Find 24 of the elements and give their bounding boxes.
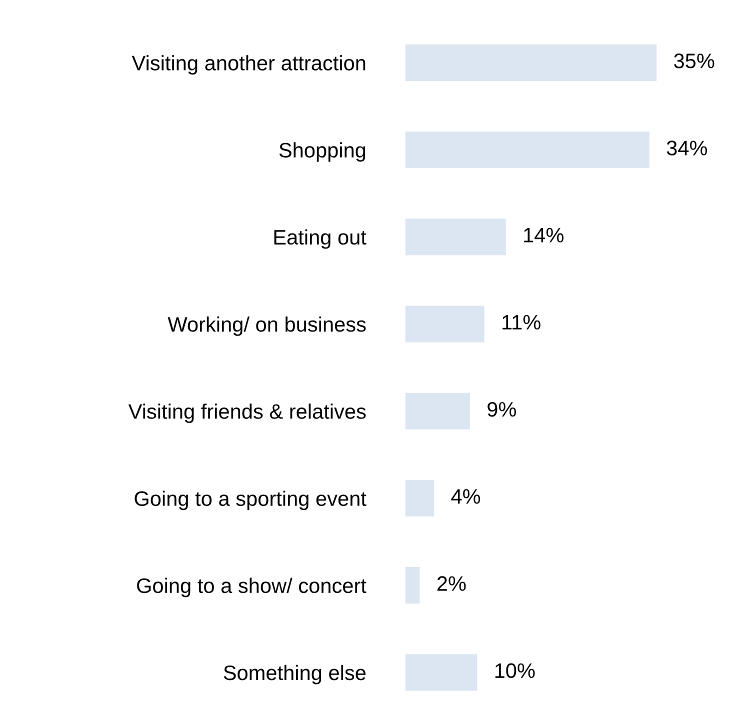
data-label: 4% [451, 489, 480, 504]
y-tick-label: Visiting another attraction [132, 55, 366, 75]
bar [405, 392, 470, 430]
bar [405, 654, 478, 691]
data-label: 9% [488, 402, 516, 417]
bar [405, 132, 650, 168]
data-label: 35% [674, 54, 714, 68]
data-label: 2% [437, 576, 466, 591]
y-tick-label: Visiting friends & relatives [128, 404, 366, 424]
y-tick-label: Shopping [279, 142, 366, 162]
y-tick-label: Going to a sporting event [134, 490, 366, 510]
bar [405, 480, 434, 517]
data-label: 34% [666, 140, 708, 156]
bar [405, 218, 506, 256]
y-tick-label: Eating out [274, 229, 366, 249]
y-tick-label: Something else [224, 664, 366, 684]
y-tick-label: Going to a show/ concert [137, 578, 366, 598]
data-label: 11% [502, 314, 540, 330]
bar [405, 44, 657, 82]
data-label: 14% [524, 228, 564, 242]
bar [405, 567, 420, 604]
bar [405, 306, 484, 342]
data-label: 10% [495, 663, 535, 678]
y-tick-label: Working/ on business [168, 316, 366, 336]
